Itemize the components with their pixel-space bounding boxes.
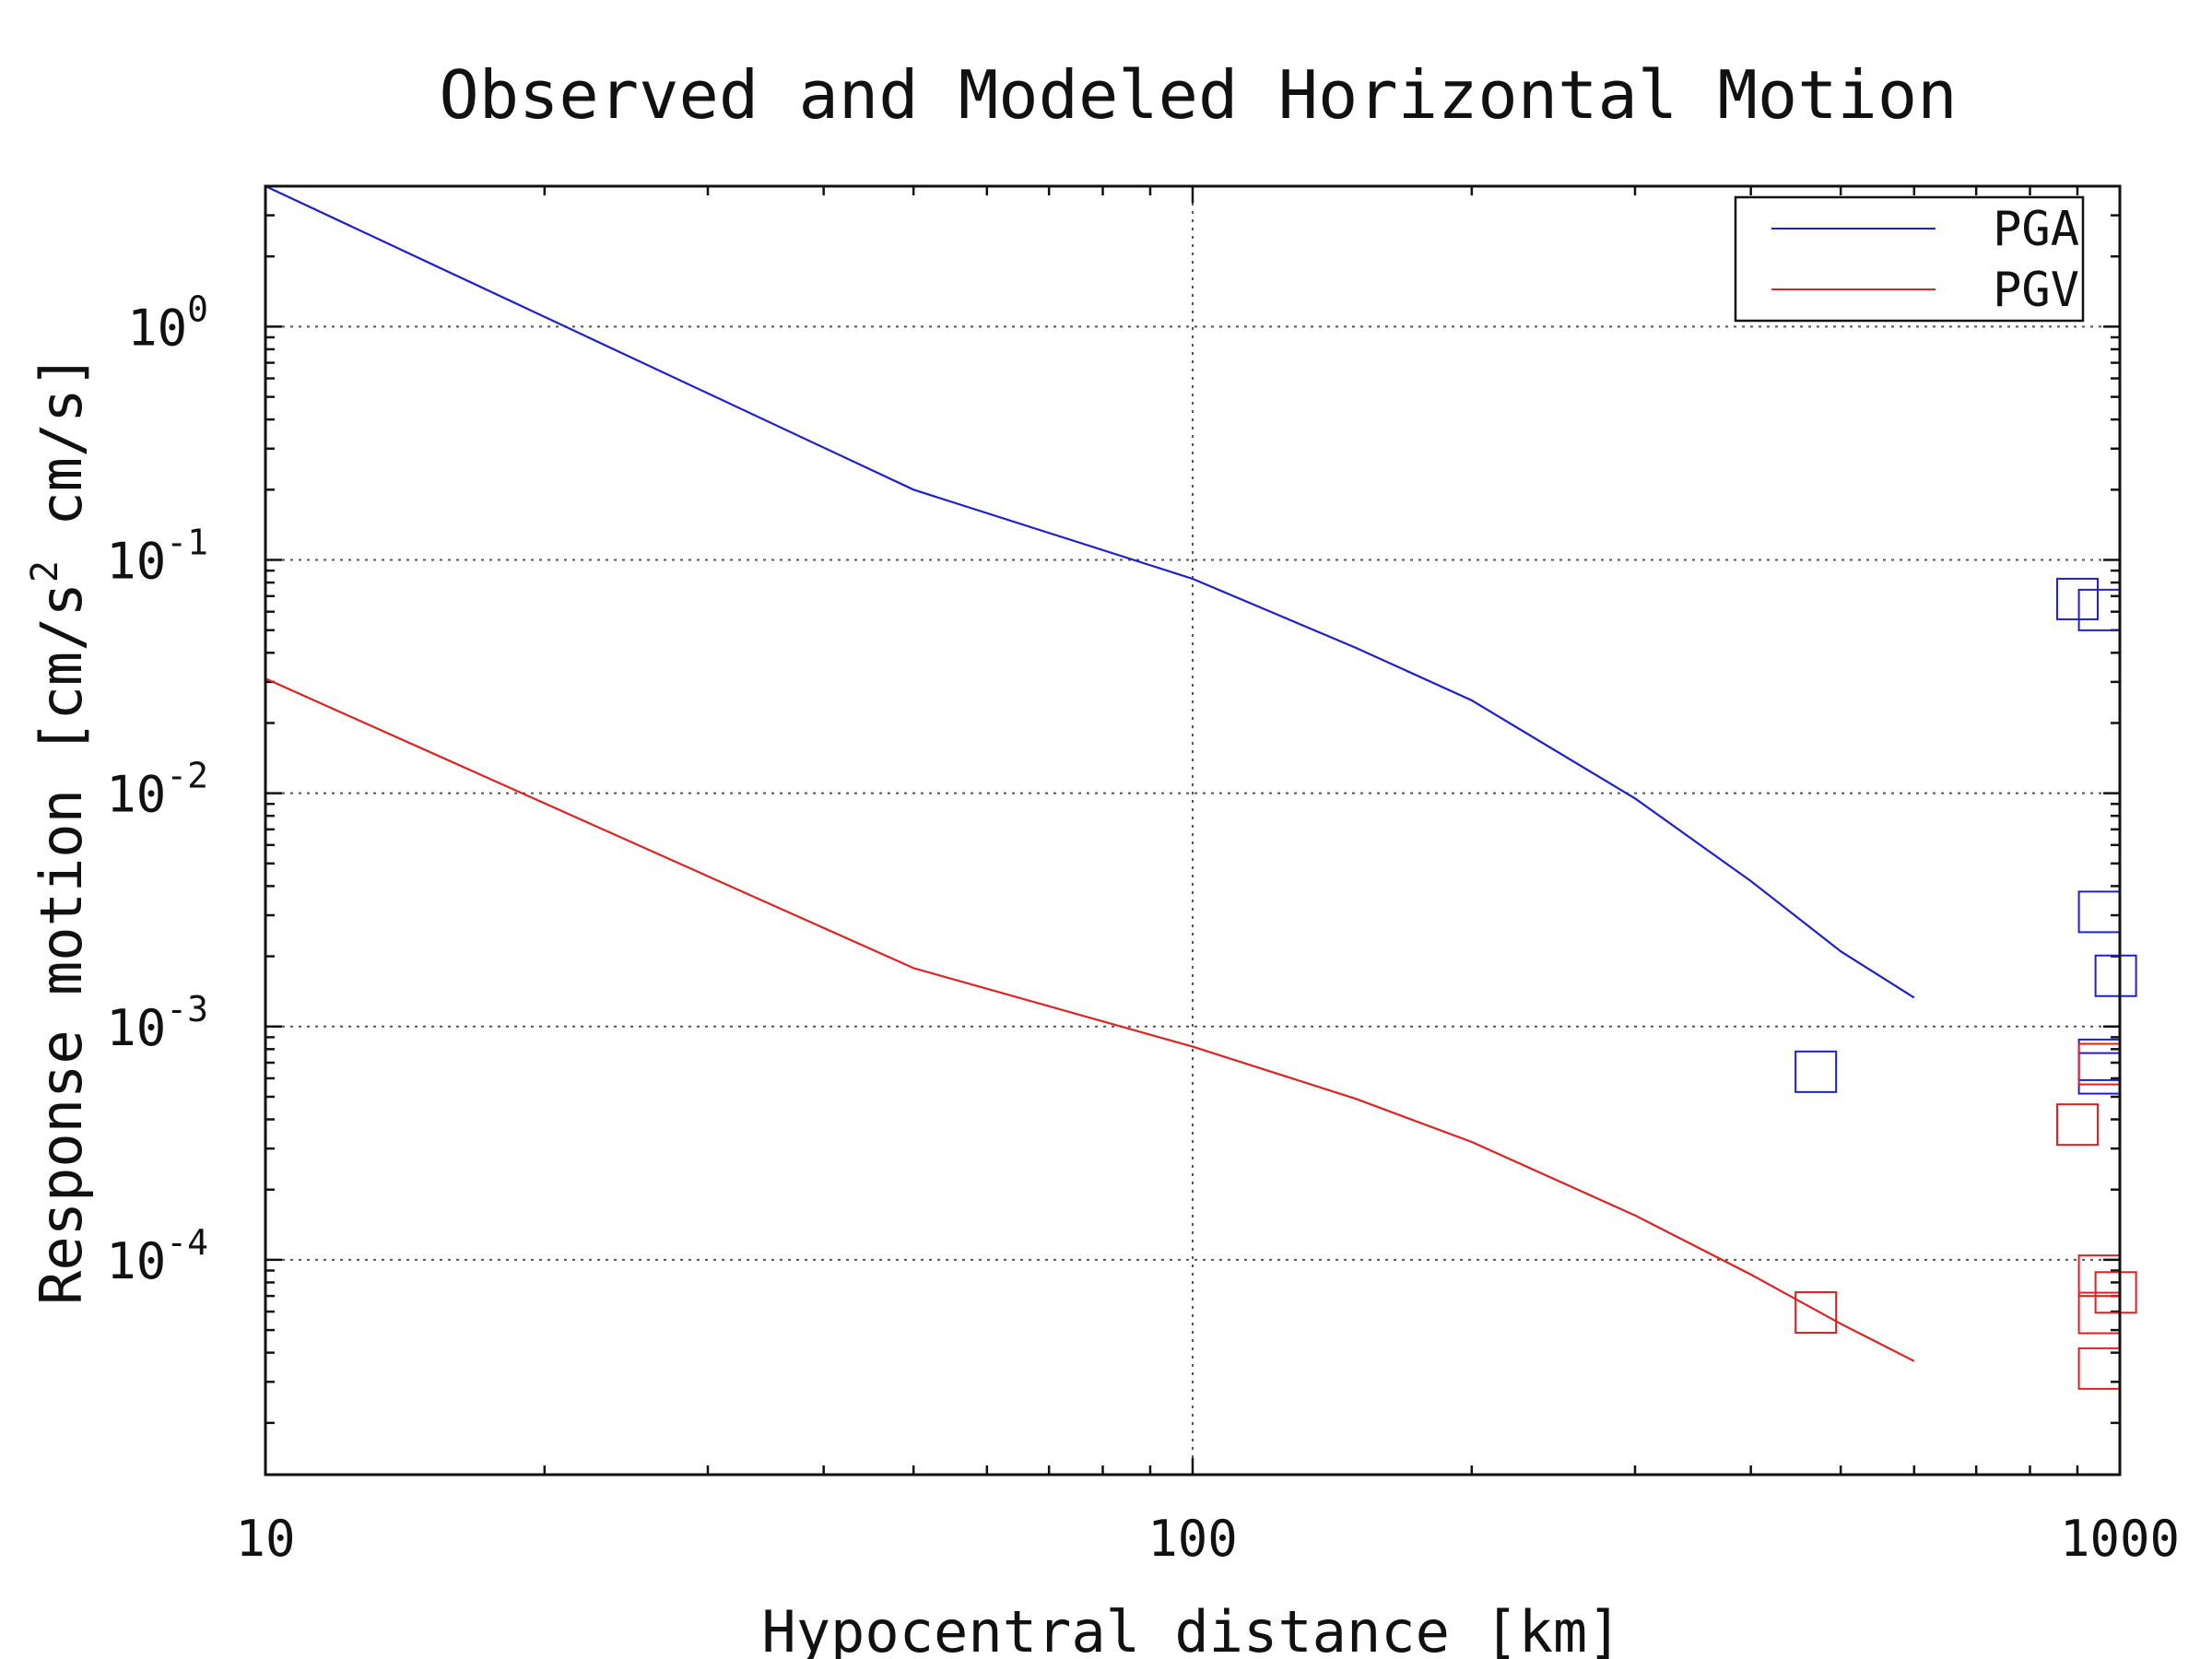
y-tick-base: 10 (106, 999, 166, 1057)
observed-point-pgv (1794, 1290, 1838, 1334)
observed-point-pga (2094, 954, 2137, 997)
y-axis-label-exponent: 2 (24, 560, 66, 582)
x-tick-label: 100 (1147, 1510, 1238, 1568)
y-tick-label: 100 (127, 288, 208, 357)
line-pgv (265, 677, 1915, 1362)
y-tick-exponent: -2 (166, 756, 208, 796)
x-tick-label: 10 (235, 1510, 295, 1568)
y-tick-base: 10 (106, 533, 166, 591)
observed-point-pga (2055, 577, 2099, 620)
y-tick-base: 10 (106, 1232, 166, 1290)
chart-title: Observed and Modeled Horizontal Motion (439, 56, 1957, 134)
observed-point-pga (2077, 1052, 2121, 1095)
y-tick-base: 10 (127, 299, 187, 357)
observed-point-pgv (2055, 1103, 2099, 1147)
y-axis-label-rest: cm/s] (28, 354, 95, 560)
legend-box (1734, 195, 2085, 323)
y-tick-label: 10-1 (106, 523, 208, 591)
y-tick-exponent: -1 (166, 523, 208, 563)
y-tick-exponent: 0 (187, 288, 208, 329)
y-tick-exponent: -4 (166, 1222, 208, 1263)
observed-point-pga (2077, 1038, 2121, 1081)
x-tick-label: 1000 (2060, 1510, 2180, 1568)
line-pga (265, 185, 1915, 999)
legend-label-pga: PGA (1993, 202, 2079, 257)
x-axis-label: Hypocentral distance [km] (761, 1598, 1621, 1659)
observed-point-pgv (2077, 1254, 2121, 1298)
observed-point-pga (1794, 1050, 1838, 1093)
y-tick-label: 10-3 (106, 989, 208, 1057)
y-axis-label: Response motion [cm/s2 cm/s] (24, 354, 95, 1305)
legend: PGA PGV (1734, 195, 2085, 323)
y-tick-label: 10-4 (106, 1222, 208, 1290)
legend-label-pgv: PGV (1993, 263, 2079, 318)
observed-points (1794, 577, 2137, 1390)
observed-point-pga (2077, 890, 2121, 934)
grid-lines (265, 186, 2120, 1475)
plot-frame (264, 184, 2122, 1477)
y-tick-base: 10 (106, 766, 166, 824)
model-lines (265, 185, 1915, 1362)
y-axis-label-main: Response motion [cm/s (28, 582, 95, 1305)
y-tick-exponent: -3 (166, 989, 208, 1030)
y-tick-label: 10-2 (106, 756, 208, 824)
